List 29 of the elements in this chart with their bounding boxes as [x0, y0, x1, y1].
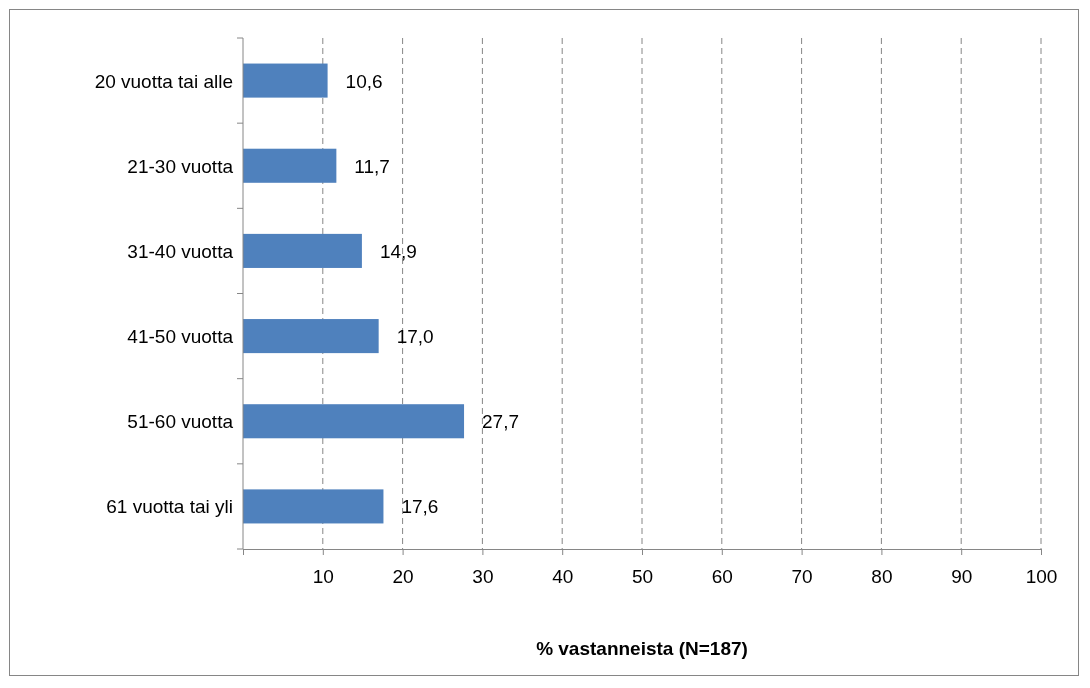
data-label: 17,6 — [401, 496, 439, 518]
y-tick-label: 51-60 vuotta — [127, 411, 234, 433]
y-tick-label: 20 vuotta tai alle — [94, 70, 233, 92]
x-tick-label: 50 — [631, 566, 654, 587]
x-tick-label: 70 — [791, 566, 813, 587]
bar — [243, 233, 362, 268]
data-label: 27,7 — [482, 411, 520, 433]
x-tick-label: 80 — [871, 566, 893, 587]
x-tick-label: 40 — [552, 566, 574, 587]
data-label: 17,0 — [396, 326, 434, 348]
data-label: 14,9 — [379, 240, 417, 262]
x-axis-title: % vastanneista (N=187) — [536, 638, 748, 659]
x-tick-label: 90 — [951, 566, 973, 587]
x-tick-label: 100 — [1025, 566, 1058, 587]
bar — [243, 489, 384, 524]
x-tick-label: 30 — [472, 566, 494, 587]
bar — [243, 148, 337, 183]
y-tick-label: 31-40 vuotta — [127, 240, 234, 262]
y-tick-label: 21-30 vuotta — [127, 155, 234, 177]
bar — [243, 63, 328, 98]
x-tick-label: 60 — [711, 566, 733, 587]
data-label: 11,7 — [354, 155, 390, 177]
bar — [243, 404, 465, 439]
y-tick-label: 41-50 vuotta — [127, 326, 234, 348]
data-label: 10,6 — [345, 70, 383, 92]
x-tick-label: 10 — [312, 566, 334, 587]
x-tick-label: 20 — [392, 566, 414, 587]
bar — [243, 319, 379, 354]
y-tick-label: 61 vuotta tai yli — [106, 496, 233, 518]
